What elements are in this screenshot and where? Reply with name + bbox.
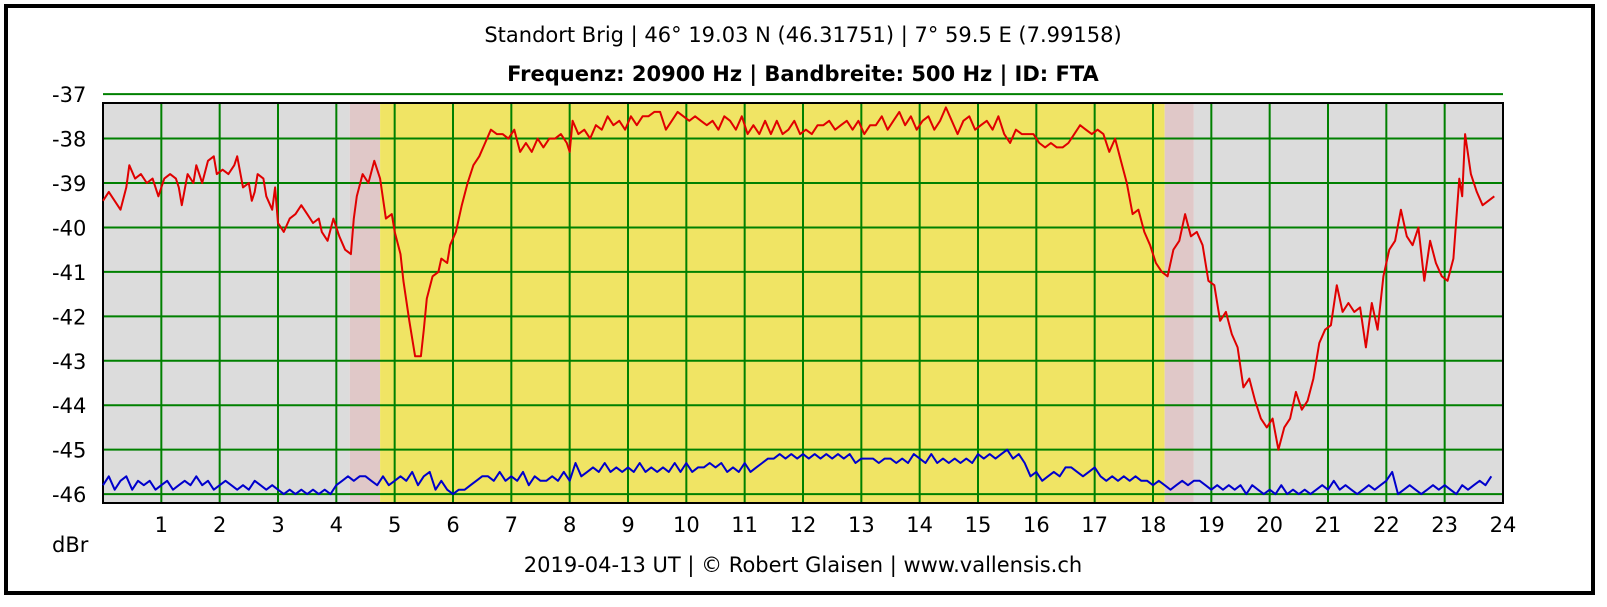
y-tick-label: -39	[52, 172, 86, 196]
x-tick-label: 10	[673, 513, 700, 537]
x-axis-ticks: 1 2 3 4 5 6 7 8 9 10 11 12 13 14 15 16 17 18 19 20 21 22 23 24	[155, 513, 1517, 537]
x-tick-label: 18	[1140, 513, 1167, 537]
time-band-3	[1164, 103, 1194, 503]
series-lines	[102, 106, 1495, 496]
series-line-0	[102, 106, 1495, 451]
time-band-1	[349, 103, 381, 503]
chart-subtitle: Frequenz: 20900 Hz | Bandbreite: 500 Hz …	[507, 62, 1099, 87]
time-band-2	[380, 103, 1165, 503]
x-tick-label: 4	[330, 513, 343, 537]
x-tick-label: 14	[906, 513, 933, 537]
x-tick-label: 2	[213, 513, 226, 537]
x-tick-label: 3	[271, 513, 284, 537]
x-tick-label: 20	[1256, 513, 1283, 537]
y-tick-label: -38	[52, 128, 86, 152]
chart-title: Standort Brig | 46° 19.03 N (46.31751) |…	[484, 23, 1121, 48]
y-axis-ticks: -37 -38 -39 -40 -41 -42 -43 -44 -45 -46	[52, 83, 86, 507]
chart-footer: 2019-04-13 UT | © Robert Glaisen | www.v…	[524, 553, 1082, 578]
time-band-0	[103, 103, 350, 503]
x-tick-label: 8	[563, 513, 576, 537]
x-tick-label: 19	[1198, 513, 1225, 537]
y-tick-label: -46	[52, 483, 86, 507]
grid-lines	[103, 93, 1504, 503]
x-tick-label: 13	[848, 513, 875, 537]
plot-border	[102, 102, 1504, 504]
y-tick-label: -37	[52, 83, 86, 107]
x-tick-label: 1	[155, 513, 168, 537]
y-tick-label: -41	[52, 261, 86, 285]
x-tick-label: 17	[1081, 513, 1108, 537]
x-tick-label: 23	[1431, 513, 1458, 537]
x-tick-label: 7	[505, 513, 518, 537]
y-tick-label: -40	[52, 216, 86, 240]
x-tick-label: 9	[621, 513, 634, 537]
x-tick-label: 11	[731, 513, 758, 537]
x-tick-label: 6	[446, 513, 459, 537]
y-tick-label: -42	[52, 305, 86, 329]
x-tick-label: 21	[1315, 513, 1342, 537]
series-line-1	[102, 448, 1493, 496]
x-tick-label: 5	[388, 513, 401, 537]
x-tick-label: 15	[965, 513, 992, 537]
x-tick-label: 24	[1490, 513, 1517, 537]
x-tick-label: 22	[1373, 513, 1400, 537]
y-tick-label: -43	[52, 350, 86, 374]
y-tick-label: -45	[52, 439, 86, 463]
y-tick-label: -44	[52, 394, 86, 418]
x-tick-label: 16	[1023, 513, 1050, 537]
y-axis-label: dBr	[52, 533, 89, 557]
x-tick-label: 12	[790, 513, 817, 537]
